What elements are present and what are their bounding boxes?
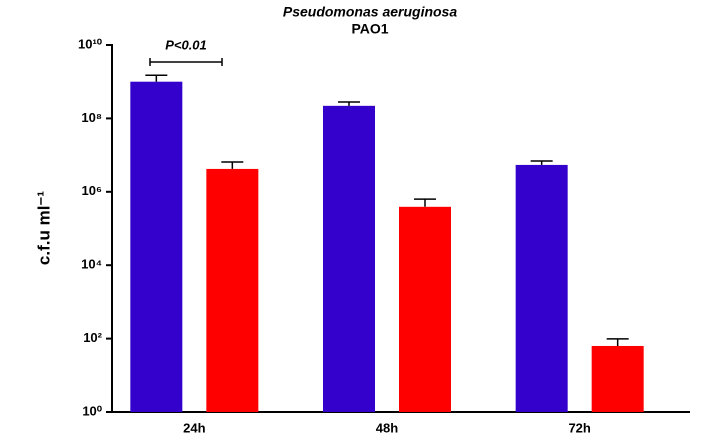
bar <box>130 81 183 412</box>
error-bar <box>145 74 168 82</box>
x-tick-label: 72h <box>568 420 590 435</box>
y-tick-label: 10⁸ <box>81 110 102 125</box>
y-tick-label: 10⁰ <box>82 403 102 418</box>
error-bar <box>221 161 244 169</box>
error-bar <box>414 198 436 207</box>
annotation: P<0.01 <box>165 37 207 52</box>
bar <box>515 164 568 412</box>
bar <box>323 105 375 413</box>
error-bar <box>530 160 553 165</box>
bar <box>399 206 451 412</box>
y-tick-label: 10⁶ <box>82 183 102 198</box>
y-tick-label: 10⁴ <box>81 257 102 272</box>
bar <box>591 345 644 412</box>
y-tick-label: 10² <box>83 330 102 345</box>
x-tick-label: 48h <box>376 420 398 435</box>
significance-bracket <box>149 58 223 66</box>
x-tick-label: 24h <box>183 420 205 435</box>
y-tick-label: 10¹⁰ <box>78 36 103 51</box>
error-bar <box>338 101 360 106</box>
chart-subtitle: PAO1 <box>351 21 388 37</box>
chart-title: Pseudomonas aeruginosa <box>283 4 457 20</box>
y-axis-label: c.f.u ml⁻¹ <box>34 191 53 265</box>
bar <box>206 168 259 412</box>
error-bar <box>606 338 629 346</box>
